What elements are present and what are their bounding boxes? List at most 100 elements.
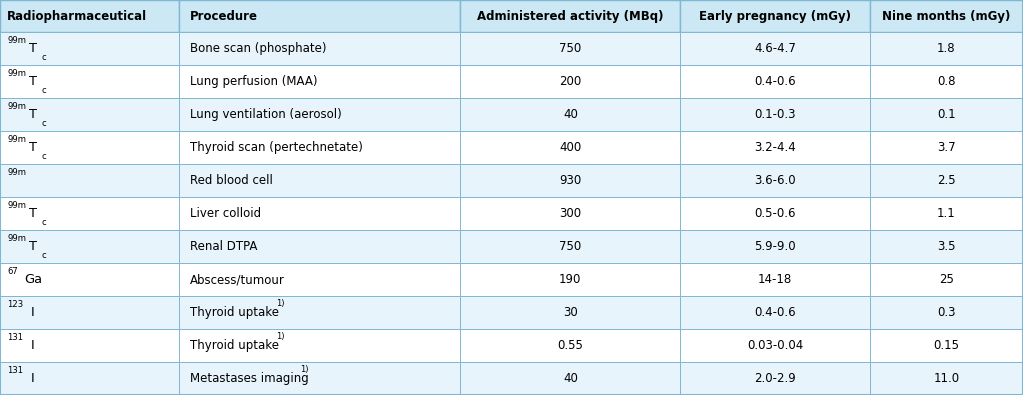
Text: 1): 1) (276, 299, 284, 308)
Text: 99m: 99m (7, 36, 27, 45)
Bar (179, 263, 460, 296)
Bar (179, 197, 460, 230)
Text: Renal DTPA: Renal DTPA (190, 240, 258, 253)
Text: 1.1: 1.1 (937, 207, 955, 220)
Bar (0, 329, 179, 362)
Bar (870, 65, 1023, 98)
Bar (179, 65, 460, 98)
Text: 0.3: 0.3 (937, 306, 955, 319)
Bar (0, 362, 179, 395)
Text: Ga: Ga (25, 273, 42, 286)
Bar (870, 230, 1023, 263)
Bar (870, 131, 1023, 164)
Bar (870, 0, 1023, 32)
Text: 67: 67 (7, 267, 18, 276)
Bar (179, 296, 460, 329)
Text: T: T (30, 75, 37, 88)
Text: 99m: 99m (7, 135, 27, 144)
Bar (0, 263, 179, 296)
Text: T: T (30, 207, 37, 220)
Text: 3.2-4.4: 3.2-4.4 (754, 141, 796, 154)
Bar (460, 32, 680, 65)
Bar (680, 98, 870, 131)
Text: 0.15: 0.15 (933, 339, 960, 352)
Bar (680, 197, 870, 230)
Text: 11.0: 11.0 (933, 372, 960, 385)
Text: 0.8: 0.8 (937, 75, 955, 88)
Bar (0, 98, 179, 131)
Text: c: c (41, 250, 46, 260)
Text: 750: 750 (560, 42, 581, 55)
Text: 0.1: 0.1 (937, 108, 955, 121)
Bar (460, 131, 680, 164)
Text: c: c (41, 218, 46, 227)
Bar (179, 164, 460, 197)
Text: T: T (30, 42, 37, 55)
Text: I: I (31, 372, 35, 385)
Bar (870, 263, 1023, 296)
Text: I: I (31, 306, 35, 319)
Text: 131: 131 (7, 365, 24, 374)
Bar (680, 0, 870, 32)
Text: 30: 30 (563, 306, 578, 319)
Bar (680, 263, 870, 296)
Bar (0, 32, 179, 65)
Text: c: c (41, 53, 46, 62)
Text: 25: 25 (939, 273, 953, 286)
Bar (460, 230, 680, 263)
Bar (870, 197, 1023, 230)
Bar (0, 0, 179, 32)
Bar (870, 296, 1023, 329)
Text: T: T (30, 240, 37, 253)
Text: 0.4-0.6: 0.4-0.6 (754, 75, 796, 88)
Text: 300: 300 (560, 207, 581, 220)
Text: Red blood cell: Red blood cell (190, 174, 273, 187)
Bar (460, 296, 680, 329)
Text: 2.0-2.9: 2.0-2.9 (754, 372, 796, 385)
Text: Thyroid scan (pertechnetate): Thyroid scan (pertechnetate) (190, 141, 363, 154)
Text: 0.55: 0.55 (558, 339, 583, 352)
Bar (0, 131, 179, 164)
Bar (460, 0, 680, 32)
Text: 99m: 99m (7, 201, 27, 210)
Text: I: I (31, 339, 35, 352)
Bar (680, 32, 870, 65)
Text: 99m: 99m (7, 69, 27, 78)
Text: 190: 190 (560, 273, 581, 286)
Text: 1.8: 1.8 (937, 42, 955, 55)
Bar (179, 329, 460, 362)
Text: 0.1-0.3: 0.1-0.3 (754, 108, 796, 121)
Text: 99m: 99m (7, 168, 27, 177)
Text: Thyroid uptake: Thyroid uptake (190, 339, 279, 352)
Text: 40: 40 (563, 108, 578, 121)
Text: Radiopharmaceutical: Radiopharmaceutical (7, 10, 147, 23)
Bar (179, 362, 460, 395)
Text: 1): 1) (301, 365, 309, 374)
Text: Nine months (mGy): Nine months (mGy) (882, 10, 1011, 23)
Bar (680, 131, 870, 164)
Text: 0.03-0.04: 0.03-0.04 (747, 339, 803, 352)
Bar (179, 32, 460, 65)
Bar (460, 164, 680, 197)
Text: 0.5-0.6: 0.5-0.6 (754, 207, 796, 220)
Bar (179, 230, 460, 263)
Bar (680, 296, 870, 329)
Bar (179, 131, 460, 164)
Text: Bone scan (phosphate): Bone scan (phosphate) (190, 42, 326, 55)
Text: 5.9-9.0: 5.9-9.0 (754, 240, 796, 253)
Bar (460, 329, 680, 362)
Text: Administered activity (MBq): Administered activity (MBq) (477, 10, 664, 23)
Bar (0, 65, 179, 98)
Text: Abscess/tumour: Abscess/tumour (190, 273, 285, 286)
Text: 1): 1) (276, 332, 284, 340)
Bar (179, 98, 460, 131)
Bar (179, 0, 460, 32)
Text: 400: 400 (560, 141, 581, 154)
Text: Procedure: Procedure (190, 10, 258, 23)
Bar (870, 32, 1023, 65)
Bar (870, 362, 1023, 395)
Text: Liver colloid: Liver colloid (190, 207, 262, 220)
Text: 0.4-0.6: 0.4-0.6 (754, 306, 796, 319)
Bar (680, 329, 870, 362)
Bar (460, 197, 680, 230)
